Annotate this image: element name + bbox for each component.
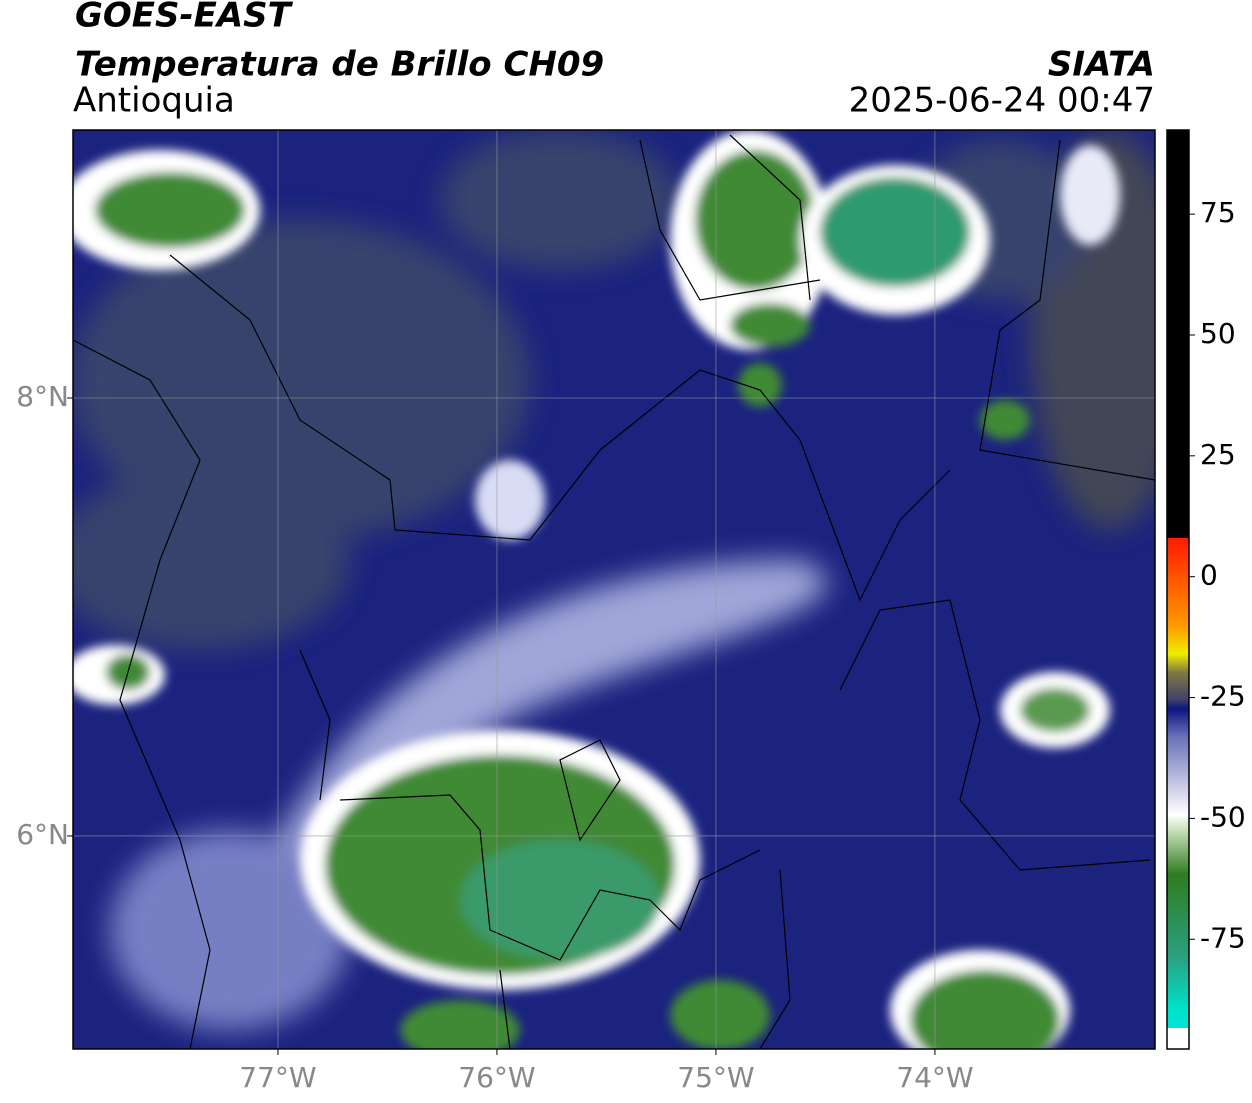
map-frame	[72, 129, 1156, 1050]
colorbar	[1166, 129, 1190, 1050]
datetime: 2025-06-24 00:47	[849, 81, 1155, 121]
x-tick-label: 75°W	[677, 1061, 754, 1094]
colorbar-tick-label: -50	[1200, 800, 1246, 833]
colorbar-tick-label: 50	[1200, 317, 1236, 350]
colorbar-tick-label: 25	[1200, 438, 1236, 471]
x-tick-label: 74°W	[896, 1061, 973, 1094]
x-tick-label: 76°W	[458, 1061, 535, 1094]
y-tick-label: 6°N	[16, 818, 69, 851]
colorbar-tick-label: 75	[1200, 196, 1236, 229]
colorbar-tick-label: 0	[1200, 559, 1218, 592]
colorbar-tick-label: -75	[1200, 921, 1246, 954]
region: Antioquia	[73, 81, 235, 121]
x-tick-label: 77°W	[239, 1061, 316, 1094]
colorbar-tick-label: -25	[1200, 680, 1246, 713]
title: GOES-EAST	[75, 0, 294, 36]
source: SIATA	[1048, 45, 1155, 85]
y-tick-label: 8°N	[16, 380, 69, 413]
satellite-image	[73, 130, 1155, 1049]
subtitle: Temperatura de Brillo CH09	[75, 45, 604, 85]
